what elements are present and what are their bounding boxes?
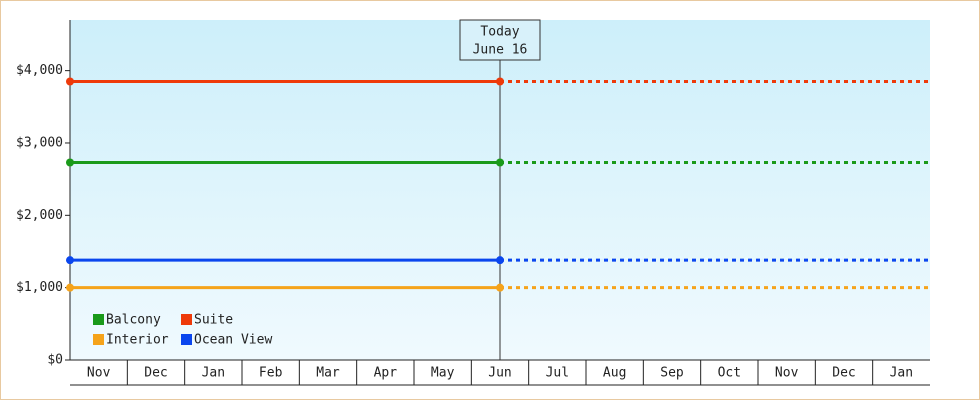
x-tick-label: Jul xyxy=(546,366,569,381)
x-tick-label: Feb xyxy=(259,366,283,381)
x-tick-label: Aug xyxy=(603,366,626,381)
series-point xyxy=(496,256,504,265)
x-tick-label: Mar xyxy=(316,366,340,381)
legend-swatch xyxy=(181,334,192,345)
x-tick-label: Jan xyxy=(202,366,225,381)
legend-swatch xyxy=(93,334,104,345)
legend-label: Interior xyxy=(106,333,169,348)
x-tick-label: Sep xyxy=(660,366,684,381)
series-point xyxy=(66,158,74,167)
x-tick-label: Oct xyxy=(718,366,741,381)
legend-swatch xyxy=(181,314,192,325)
today-box xyxy=(459,19,541,61)
x-tick-label: Nov xyxy=(775,366,799,381)
y-tick-label: $1,000 xyxy=(16,280,63,295)
legend-label: Balcony xyxy=(106,313,161,328)
legend-label: Suite xyxy=(194,313,233,328)
series-point xyxy=(66,283,74,292)
y-tick-label: $4,000 xyxy=(16,63,63,78)
y-tick-label: $0 xyxy=(47,353,63,368)
series-point xyxy=(496,77,504,86)
series-point xyxy=(496,158,504,167)
y-tick-label: $3,000 xyxy=(16,135,63,150)
x-tick-label: Nov xyxy=(87,366,111,381)
series-point xyxy=(66,256,74,265)
x-tick-label: Jan xyxy=(890,366,913,381)
today-label: June 16 xyxy=(473,43,528,58)
x-tick-label: Jun xyxy=(488,366,511,381)
today-label: Today xyxy=(480,25,519,40)
x-tick-label: Apr xyxy=(374,366,398,381)
legend-label: Ocean View xyxy=(194,333,272,348)
series-point xyxy=(66,77,74,86)
legend-swatch xyxy=(93,314,104,325)
x-tick-label: May xyxy=(431,366,455,381)
y-tick-label: $2,000 xyxy=(16,208,63,223)
series-point xyxy=(496,283,504,292)
x-tick-label: Dec xyxy=(832,366,855,381)
x-tick-label: Dec xyxy=(144,366,167,381)
